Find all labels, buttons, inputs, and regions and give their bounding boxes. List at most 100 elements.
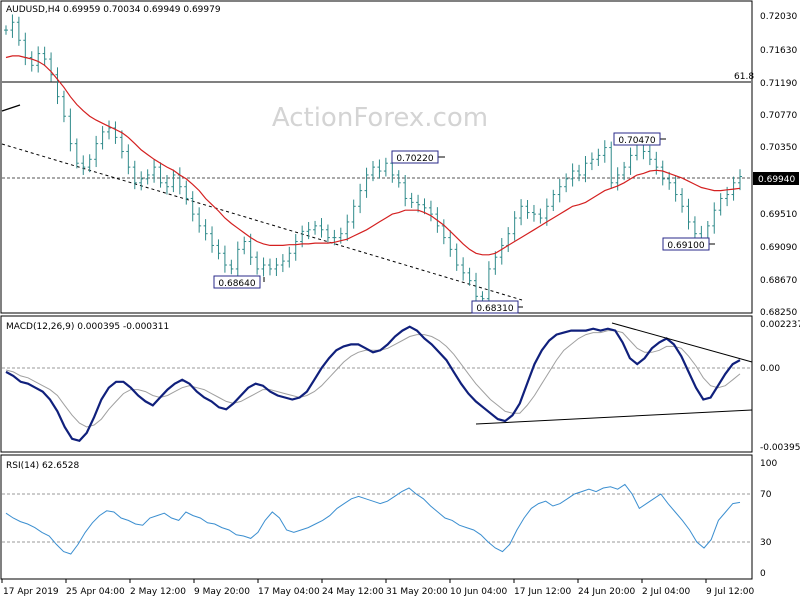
ohlc-bar <box>383 157 388 177</box>
ohlc-bar <box>94 135 99 168</box>
ohlc-bar <box>577 164 582 182</box>
ohlc-bar <box>10 14 15 38</box>
ohlc-bar <box>602 140 607 163</box>
ohlc-bar <box>158 162 163 188</box>
ohlc-bar <box>422 198 427 215</box>
ohlc-bar <box>589 152 594 171</box>
ohlc-bar <box>718 193 723 216</box>
ohlc-bar <box>4 25 8 35</box>
ohlc-bar <box>29 51 34 72</box>
ohlc-bar <box>267 258 272 276</box>
ohlc-bar <box>152 159 157 183</box>
macd-tick-0: 0.002237 <box>760 320 800 330</box>
ohlc-bar <box>126 144 131 175</box>
rsi-tick-1: 70 <box>760 490 772 500</box>
ohlc-bar <box>551 189 556 212</box>
fib-618-label: 61.8 <box>734 72 754 82</box>
ohlc-bar <box>712 202 717 234</box>
ohlc-bar <box>396 170 401 188</box>
annotation-low-2-box <box>471 300 519 314</box>
ohlc-bar <box>216 239 221 260</box>
watermark: ActionForex.com <box>272 103 488 133</box>
rsi-title: RSI(14) 62.6528 <box>6 461 79 471</box>
price-tick-3: 0.70770 <box>760 111 797 121</box>
ohlc-bar <box>87 154 92 173</box>
x-tick-7: 10 Jun 04:00 <box>450 587 507 597</box>
rsi-panel: RSI(14) 62.6528 100 70 30 0 <box>0 454 777 580</box>
price-tick-4: 0.70350 <box>760 143 797 153</box>
x-tick-10: 2 Jul 04:00 <box>642 587 691 597</box>
ohlc-bar <box>42 46 47 66</box>
annotation-low-3-label: 0.69100 <box>667 241 704 251</box>
ohlc-bar <box>377 159 382 179</box>
macd-upper-trendline <box>611 322 753 363</box>
ohlc-bar <box>119 130 124 159</box>
ohlc-bar <box>557 178 562 203</box>
ohlc-bar <box>242 236 247 255</box>
annotation-low-3-box <box>662 237 710 251</box>
price-tick-1: 0.71630 <box>760 46 797 56</box>
ohlc-bar <box>280 254 285 273</box>
x-tick-11: 9 Jul 12:00 <box>706 587 755 597</box>
ohlc-bar <box>61 90 66 123</box>
current-price-label: 0.69940 <box>758 175 795 185</box>
price-tick-6: 0.69090 <box>760 243 797 253</box>
rsi-line <box>5 483 741 555</box>
price-tick-5: 0.69510 <box>760 210 797 220</box>
annotation-high-2-label: 0.70470 <box>618 136 655 146</box>
annotation-low-1-box <box>213 275 261 289</box>
x-tick-3: 9 May 20:00 <box>194 587 250 597</box>
x-tick-1: 25 Apr 04:00 <box>66 587 125 597</box>
annotation-high-2: 0.70470 <box>613 132 666 146</box>
x-tick-5: 24 May 12:00 <box>322 587 384 597</box>
ohlc-bar <box>81 155 86 175</box>
annotation-high-1-label: 0.70220 <box>396 154 433 164</box>
price-tick-2: 0.71190 <box>760 79 797 89</box>
ohlc-bars <box>4 14 742 307</box>
macd-panel-frame <box>0 315 753 453</box>
x-tick-2: 2 May 12:00 <box>130 587 186 597</box>
ohlc-bar <box>313 220 318 235</box>
macd-signal-line <box>5 330 741 428</box>
ohlc-bar <box>596 148 601 166</box>
ohlc-bar <box>448 230 453 257</box>
ohlc-bar <box>461 257 466 281</box>
ohlc-bar <box>274 257 279 276</box>
ohlc-bar <box>680 188 685 213</box>
ohlc-bar <box>609 141 614 189</box>
ohlc-bar <box>454 243 459 271</box>
ohlc-bar <box>255 251 260 275</box>
annotation-low-2-label: 0.68310 <box>476 304 513 314</box>
ohlc-bar <box>667 171 672 190</box>
ohlc-bar <box>100 126 105 150</box>
ohlc-bar <box>441 219 446 245</box>
ohlc-bar <box>416 194 421 213</box>
rsi-tick-3: 0 <box>760 569 766 579</box>
ohlc-bar <box>113 121 118 144</box>
ohlc-bar <box>351 199 356 229</box>
rsi-tick-2: 30 <box>760 538 772 548</box>
descending-trendline <box>1 143 523 301</box>
ohlc-bar <box>139 171 144 191</box>
ohlc-bar <box>583 155 588 183</box>
macd-panel: MACD(12,26,9) 0.000395 -0.000311 0.00223… <box>0 315 800 453</box>
ohlc-bar <box>235 241 240 277</box>
ohlc-bar <box>210 226 215 253</box>
ohlc-bar <box>197 207 202 233</box>
ohlc-bar <box>107 120 112 140</box>
ohlc-bar <box>319 218 324 238</box>
ohlc-bar <box>403 175 408 207</box>
ohlc-bar <box>16 16 21 46</box>
x-tick-4: 17 May 04:00 <box>258 587 320 597</box>
macd-tick-1: 0.00 <box>760 364 780 374</box>
x-tick-9: 24 Jun 20:00 <box>578 587 635 597</box>
ohlc-bar <box>164 174 169 195</box>
ohlc-bar <box>287 246 292 268</box>
ohlc-bar <box>692 216 697 240</box>
ohlc-bar <box>428 200 433 222</box>
ohlc-bar <box>68 108 73 152</box>
ohlc-bar <box>486 261 491 307</box>
ohlc-bar <box>293 234 298 261</box>
